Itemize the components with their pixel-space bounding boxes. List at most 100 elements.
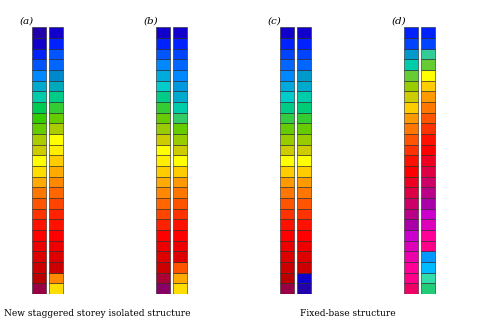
Bar [172,134,187,145]
Bar [48,27,63,38]
Bar [404,155,418,166]
Bar [172,102,187,113]
Bar [32,209,46,219]
Bar [156,230,170,241]
Text: (d): (d) [392,16,406,25]
Bar [32,81,46,91]
Bar [404,123,418,134]
Bar [296,166,311,177]
Bar [296,198,311,209]
Bar [156,113,170,123]
Bar [32,113,46,123]
Text: New staggered storey isolated structure: New staggered storey isolated structure [4,309,191,318]
Bar [48,166,63,177]
Bar [48,91,63,102]
Bar [296,38,311,49]
Bar [156,155,170,166]
Bar [420,177,435,187]
Bar [48,187,63,198]
Bar [280,81,294,91]
Bar [296,273,311,283]
Bar [32,198,46,209]
Bar [32,91,46,102]
Bar [404,27,418,38]
Bar [296,49,311,59]
Bar [172,113,187,123]
Bar [404,134,418,145]
Bar [296,283,311,294]
Bar [404,219,418,230]
Bar [296,27,311,38]
Bar [172,166,187,177]
Bar [420,198,435,209]
Bar [420,91,435,102]
Bar [280,155,294,166]
Bar [420,81,435,91]
Bar [280,241,294,251]
Bar [280,230,294,241]
Bar [172,145,187,155]
Bar [296,209,311,219]
Bar [404,113,418,123]
Bar [404,177,418,187]
Bar [280,123,294,134]
Bar [404,91,418,102]
Bar [172,283,187,294]
Bar [420,134,435,145]
Bar [404,230,418,241]
Bar [280,91,294,102]
Text: (b): (b) [144,16,158,25]
Bar [280,27,294,38]
Bar [48,262,63,273]
Bar [156,262,170,273]
Bar [156,91,170,102]
Bar [32,241,46,251]
Bar [48,102,63,113]
Bar [172,273,187,283]
Bar [404,59,418,70]
Bar [172,198,187,209]
Bar [156,273,170,283]
Bar [280,145,294,155]
Circle shape [160,300,172,304]
Bar [404,81,418,91]
Bar [48,38,63,49]
Bar [296,241,311,251]
Bar [404,166,418,177]
Bar [156,81,170,91]
Bar [172,177,187,187]
Bar [156,102,170,113]
Bar [172,123,187,134]
Bar [32,145,46,155]
Bar [404,49,418,59]
Bar [420,113,435,123]
Bar [48,49,63,59]
Circle shape [46,300,58,304]
Bar [404,283,418,294]
Bar [280,198,294,209]
Bar [48,70,63,81]
Bar [48,177,63,187]
Bar [404,273,418,283]
Bar [420,262,435,273]
Text: (c): (c) [268,16,281,25]
Circle shape [178,300,189,304]
Bar [404,198,418,209]
Bar [156,59,170,70]
Bar [156,241,170,251]
Bar [156,251,170,262]
Bar [48,230,63,241]
Bar [48,155,63,166]
Bar [156,38,170,49]
Bar [420,145,435,155]
Bar [172,91,187,102]
Bar [280,49,294,59]
Bar [172,81,187,91]
Bar [48,273,63,283]
Circle shape [54,300,65,304]
Bar [420,38,435,49]
Bar [296,230,311,241]
Bar [32,155,46,166]
Bar [420,241,435,251]
Bar [280,219,294,230]
